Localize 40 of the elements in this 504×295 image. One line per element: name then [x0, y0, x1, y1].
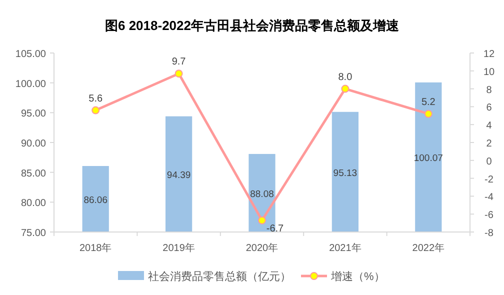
y2-tick-label: 2: [486, 138, 492, 150]
data-label: 95.13: [333, 168, 358, 179]
y2-tick-label: -4: [484, 192, 494, 204]
chart-title: 图6 2018-2022年古田县社会消费品零售总额及增速: [104, 18, 400, 33]
legend-label: 增速（%）: [330, 270, 385, 283]
y-tick-label: 80.00: [20, 198, 46, 210]
point: [424, 110, 432, 118]
data-label: 8.0: [338, 72, 353, 83]
x-tick-label: 2018年: [79, 242, 112, 254]
y2-tick-label: -8: [484, 228, 494, 239]
y-tick-label: 105.00: [15, 49, 46, 60]
data-label: -6.7: [266, 223, 284, 234]
data-label: 5.2: [421, 96, 436, 108]
y2-tick-label: -6: [484, 210, 494, 222]
x-tick-label: 2022年: [412, 242, 445, 254]
x-tick-label: 2019年: [162, 242, 195, 254]
legend-label: 社会消费品零售总额（亿元）: [148, 270, 291, 283]
data-label: 94.39: [166, 170, 191, 182]
y-tick-label: 85.00: [20, 168, 46, 180]
y2-tick-label: 6: [486, 102, 492, 114]
point: [92, 106, 100, 114]
y-tick-label: 100.00: [15, 78, 46, 90]
y2-tick-label: 8: [486, 84, 492, 96]
y-tick-label: 95.00: [20, 108, 46, 120]
data-label: 86.06: [84, 195, 108, 206]
point: [174, 70, 183, 78]
y2-tick-label: 10: [483, 66, 495, 78]
data-label: 5.6: [88, 93, 103, 104]
y2-tick-label: -2: [484, 174, 494, 186]
y2-tick-label: 0: [486, 156, 492, 168]
y-tick-label: 75.00: [20, 228, 46, 239]
data-label: 88.08: [250, 188, 274, 200]
point: [258, 216, 266, 224]
x-tick-label: 2020年: [246, 242, 278, 254]
x-tick-label: 2021年: [329, 242, 362, 254]
y2-tick-label: 4: [486, 120, 492, 132]
point: [341, 84, 350, 93]
y-tick-label: 90.00: [20, 138, 46, 150]
y2-tick-label: 12: [483, 49, 495, 60]
data-label: 9.7: [172, 56, 186, 68]
